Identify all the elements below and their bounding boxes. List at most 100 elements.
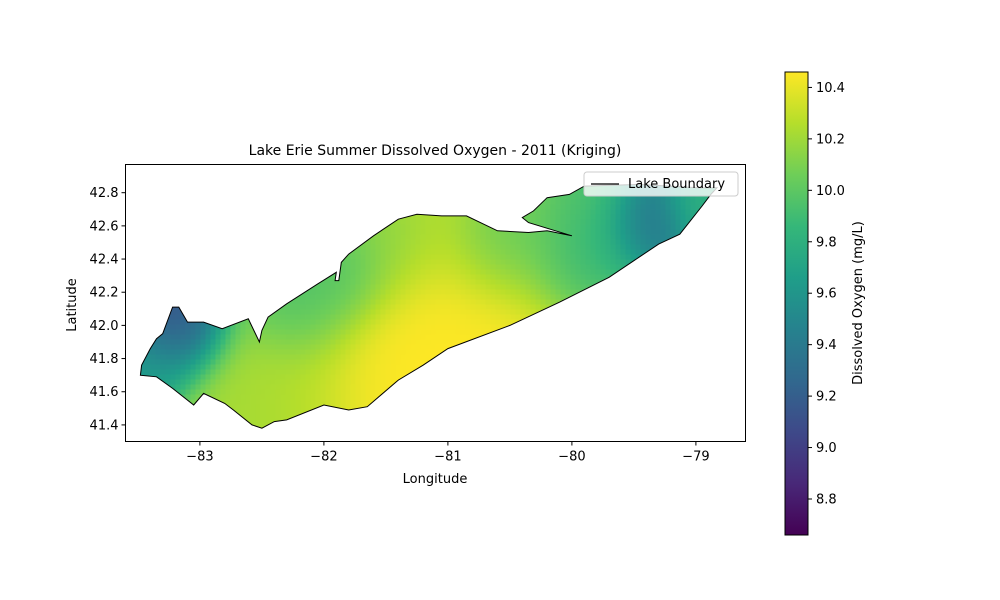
heatmap-cell bbox=[430, 334, 437, 341]
heatmap-cell bbox=[385, 259, 392, 266]
heatmap-cell bbox=[495, 259, 502, 266]
heatmap-cell bbox=[530, 334, 537, 341]
heatmap-cell bbox=[180, 314, 187, 321]
heatmap-cell bbox=[280, 189, 287, 196]
heatmap-cell bbox=[490, 249, 497, 256]
heatmap-cell bbox=[190, 224, 197, 231]
heatmap-cell bbox=[265, 184, 272, 191]
heatmap-cell bbox=[195, 414, 202, 421]
heatmap-cell bbox=[255, 309, 262, 316]
heatmap-cell bbox=[485, 204, 492, 211]
heatmap-cell bbox=[140, 254, 142, 261]
heatmap-cell bbox=[345, 319, 352, 326]
heatmap-cell bbox=[305, 269, 312, 276]
heatmap-cell bbox=[295, 354, 302, 361]
heatmap-cell bbox=[491, 175, 497, 181]
heatmap-cell bbox=[406, 440, 412, 446]
heatmap-cell bbox=[250, 364, 257, 371]
heatmap-cell bbox=[266, 430, 272, 436]
heatmap-cell bbox=[200, 384, 207, 391]
heatmap-cell bbox=[280, 239, 287, 246]
heatmap-cell bbox=[295, 379, 302, 386]
heatmap-cell bbox=[160, 354, 167, 361]
heatmap-cell bbox=[250, 339, 257, 346]
heatmap-cell bbox=[495, 284, 502, 291]
heatmap-cell bbox=[340, 329, 347, 336]
heatmap-cell bbox=[280, 414, 287, 421]
heatmap-cell bbox=[376, 440, 382, 446]
heatmap-cell bbox=[360, 389, 367, 396]
heatmap-cell bbox=[305, 394, 312, 401]
heatmap-cell bbox=[480, 274, 487, 281]
heatmap-cell bbox=[220, 339, 227, 346]
heatmap-cell bbox=[406, 430, 412, 436]
heatmap-cell bbox=[500, 354, 507, 361]
heatmap-cell bbox=[365, 374, 372, 381]
heatmap-cell bbox=[515, 289, 522, 296]
heatmap-cell bbox=[325, 384, 332, 391]
heatmap-cell bbox=[445, 209, 452, 216]
heatmap-cell bbox=[420, 424, 427, 429]
heatmap-cell bbox=[140, 219, 147, 226]
heatmap-cell bbox=[155, 189, 162, 196]
heatmap-cell bbox=[250, 209, 257, 216]
heatmap-cell bbox=[280, 354, 287, 361]
heatmap-cell bbox=[145, 354, 152, 361]
heatmap-cell bbox=[230, 239, 237, 246]
heatmap-cell bbox=[360, 424, 367, 429]
heatmap-cell bbox=[395, 224, 402, 231]
heatmap-cell bbox=[380, 329, 387, 336]
heatmap-cell bbox=[235, 289, 242, 296]
heatmap-cell bbox=[185, 384, 192, 391]
heatmap-cell bbox=[285, 349, 292, 356]
heatmap-cell bbox=[530, 369, 537, 376]
heatmap-cell bbox=[420, 279, 427, 286]
heatmap-cell bbox=[515, 309, 522, 316]
heatmap-cell bbox=[480, 309, 487, 316]
heatmap-cell bbox=[355, 364, 362, 371]
heatmap-cell bbox=[525, 389, 532, 396]
heatmap-cell bbox=[505, 214, 512, 221]
heatmap-cell bbox=[266, 170, 272, 176]
heatmap-cell bbox=[230, 194, 237, 201]
heatmap-cell bbox=[345, 234, 352, 241]
heatmap-cell bbox=[220, 309, 227, 316]
heatmap-cell bbox=[231, 175, 237, 181]
heatmap-cell bbox=[140, 259, 142, 266]
heatmap-cell bbox=[255, 374, 262, 381]
heatmap-cell bbox=[190, 409, 197, 416]
heatmap-cell bbox=[520, 374, 527, 381]
heatmap-cell bbox=[221, 435, 227, 441]
heatmap-cell bbox=[380, 389, 387, 396]
heatmap-cell bbox=[185, 344, 192, 351]
heatmap-cell bbox=[565, 354, 572, 361]
heatmap-cell bbox=[165, 394, 172, 401]
heatmap-cell bbox=[391, 170, 397, 176]
heatmap-cell bbox=[250, 244, 257, 251]
heatmap-cell bbox=[505, 259, 512, 266]
heatmap-cell bbox=[175, 284, 182, 291]
heatmap-cell bbox=[150, 404, 157, 411]
heatmap-cell bbox=[315, 234, 322, 241]
heatmap-cell bbox=[500, 414, 507, 421]
heatmap-cell bbox=[390, 334, 397, 341]
heatmap-cell bbox=[450, 304, 457, 311]
heatmap-cell bbox=[366, 165, 372, 171]
heatmap-cell bbox=[560, 244, 567, 251]
heatmap-cell bbox=[145, 364, 152, 371]
heatmap-cell bbox=[315, 344, 322, 351]
heatmap-cell bbox=[131, 395, 137, 401]
heatmap-cell bbox=[360, 209, 367, 216]
heatmap-cell bbox=[480, 419, 487, 426]
heatmap-cell bbox=[440, 344, 447, 351]
heatmap-cell bbox=[550, 289, 557, 296]
heatmap-cell bbox=[550, 329, 557, 336]
heatmap-cell bbox=[460, 239, 467, 246]
heatmap-cell bbox=[245, 274, 252, 281]
heatmap-cell bbox=[540, 244, 547, 251]
heatmap-cell bbox=[380, 354, 387, 361]
heatmap-cell bbox=[415, 399, 422, 406]
heatmap-cell bbox=[185, 259, 192, 266]
heatmap-cell bbox=[220, 349, 227, 356]
heatmap-cell bbox=[530, 389, 537, 396]
